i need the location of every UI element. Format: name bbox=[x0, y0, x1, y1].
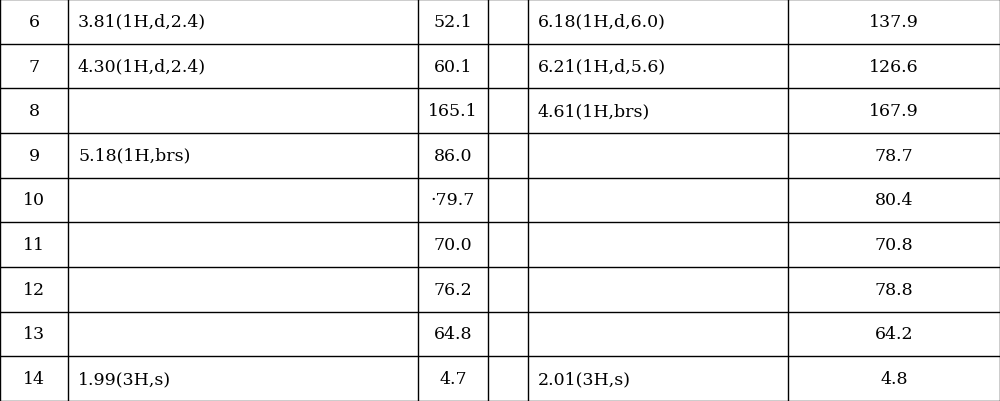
Text: 86.0: 86.0 bbox=[434, 148, 472, 164]
Text: 165.1: 165.1 bbox=[428, 103, 478, 120]
Text: 70.8: 70.8 bbox=[875, 237, 913, 253]
Text: 137.9: 137.9 bbox=[869, 14, 919, 31]
Text: 80.4: 80.4 bbox=[875, 192, 913, 209]
Text: 78.7: 78.7 bbox=[875, 148, 913, 164]
Text: ·79.7: ·79.7 bbox=[431, 192, 475, 209]
Text: 4.8: 4.8 bbox=[880, 370, 908, 387]
Text: 64.8: 64.8 bbox=[434, 326, 472, 342]
Text: 1.99(3H,s): 1.99(3H,s) bbox=[78, 370, 171, 387]
Text: 4.61(1H,brs): 4.61(1H,brs) bbox=[538, 103, 650, 120]
Text: 12: 12 bbox=[23, 281, 45, 298]
Text: 8: 8 bbox=[28, 103, 40, 120]
Text: 4.30(1H,d,2.4): 4.30(1H,d,2.4) bbox=[78, 59, 206, 75]
Text: 10: 10 bbox=[23, 192, 45, 209]
Text: 5.18(1H,brs): 5.18(1H,brs) bbox=[78, 148, 190, 164]
Text: 3.81(1H,d,2.4): 3.81(1H,d,2.4) bbox=[78, 14, 206, 31]
Text: 126.6: 126.6 bbox=[869, 59, 919, 75]
Text: 78.8: 78.8 bbox=[875, 281, 913, 298]
Text: 7: 7 bbox=[28, 59, 40, 75]
Text: 70.0: 70.0 bbox=[434, 237, 472, 253]
Text: 6.18(1H,d,6.0): 6.18(1H,d,6.0) bbox=[538, 14, 666, 31]
Text: 52.1: 52.1 bbox=[434, 14, 472, 31]
Text: 6.21(1H,d,5.6): 6.21(1H,d,5.6) bbox=[538, 59, 666, 75]
Text: 11: 11 bbox=[23, 237, 45, 253]
Text: 64.2: 64.2 bbox=[875, 326, 913, 342]
Text: 9: 9 bbox=[28, 148, 40, 164]
Text: 13: 13 bbox=[23, 326, 45, 342]
Text: 167.9: 167.9 bbox=[869, 103, 919, 120]
Text: 6: 6 bbox=[28, 14, 40, 31]
Text: 2.01(3H,s): 2.01(3H,s) bbox=[538, 370, 631, 387]
Text: 14: 14 bbox=[23, 370, 45, 387]
Text: 60.1: 60.1 bbox=[434, 59, 472, 75]
Text: 4.7: 4.7 bbox=[439, 370, 467, 387]
Text: 76.2: 76.2 bbox=[434, 281, 472, 298]
